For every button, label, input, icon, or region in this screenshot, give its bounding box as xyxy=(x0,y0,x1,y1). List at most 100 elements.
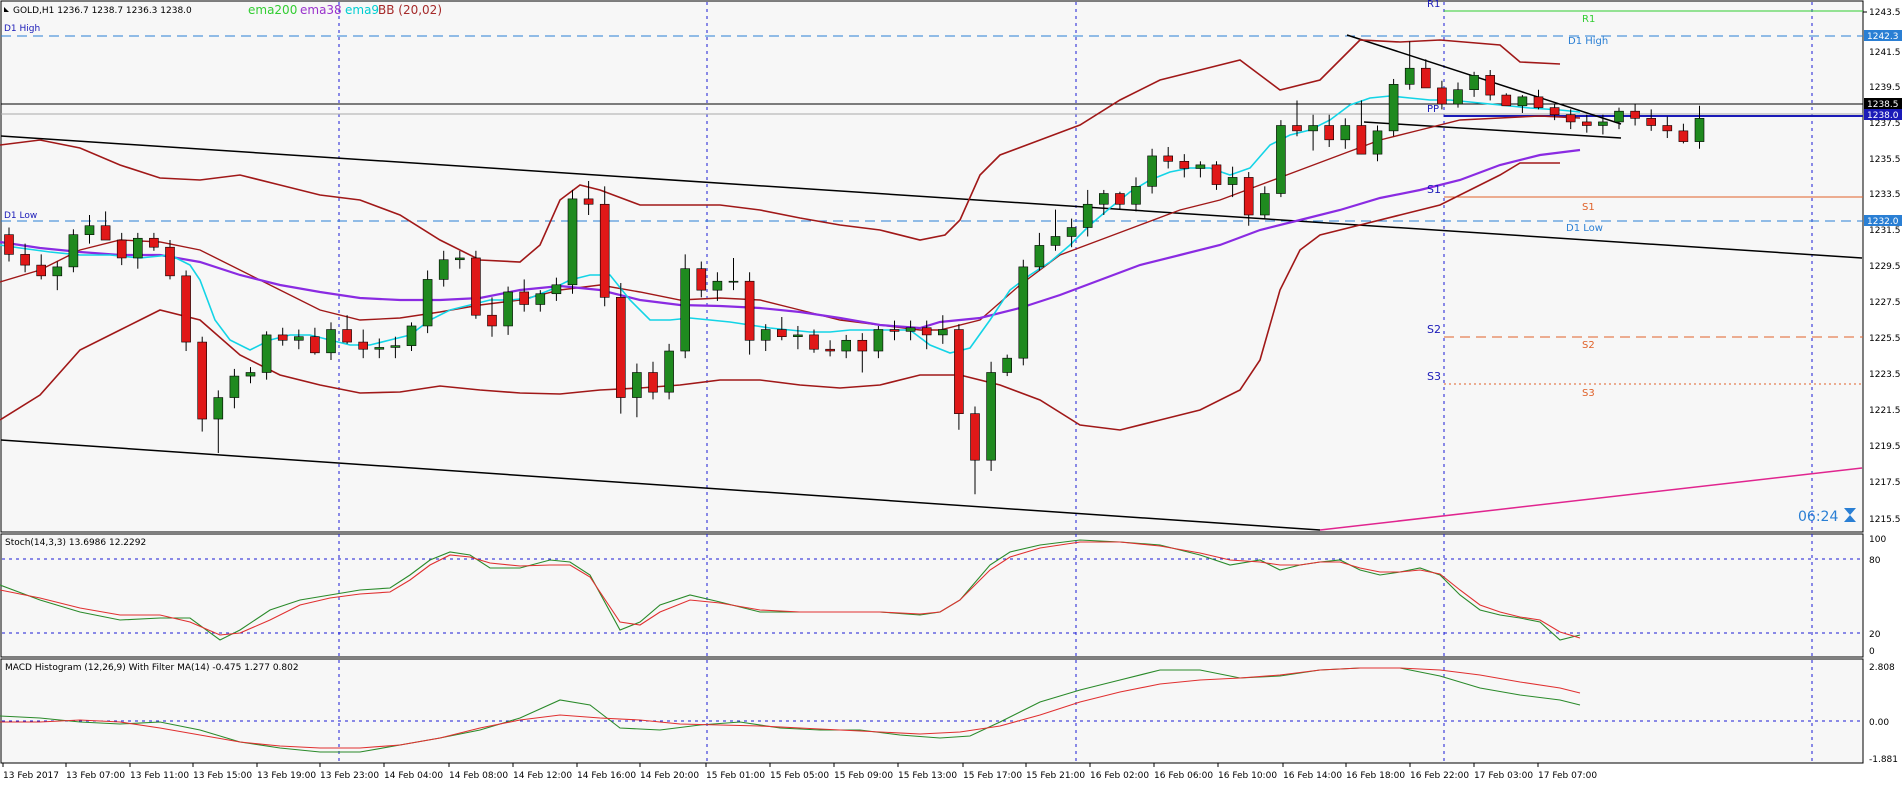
price-tick: 1229.5 xyxy=(1869,262,1901,272)
bull-candle xyxy=(680,268,691,352)
price-tick: 1233.5 xyxy=(1869,190,1901,200)
bear-candle xyxy=(1501,94,1512,107)
bull-candle xyxy=(1066,227,1077,237)
bull-candle xyxy=(793,334,803,337)
macd-axis: 2.808 0.00 -1.881 xyxy=(1869,663,1898,765)
bull-candle xyxy=(1050,236,1061,246)
candles-group xyxy=(4,41,1705,495)
ema200-legend: ema200 xyxy=(248,3,297,17)
macd-pane[interactable] xyxy=(0,658,1864,764)
bull-candle xyxy=(1469,75,1479,91)
bear-candle xyxy=(342,329,352,343)
bull-candle xyxy=(454,257,465,261)
bull-candle xyxy=(390,345,401,348)
s2-label-left: S2 xyxy=(1427,323,1441,336)
bull-candle xyxy=(1034,245,1045,268)
bull-candle xyxy=(1276,125,1286,194)
bull-candle xyxy=(841,339,852,352)
bull-candle xyxy=(632,372,642,398)
bear-candle xyxy=(696,268,707,291)
bear-candle xyxy=(197,341,207,420)
bear-candle xyxy=(1485,75,1495,96)
bull-candle xyxy=(261,334,272,373)
price-tick: 1219.5 xyxy=(1869,442,1901,452)
bb-legend: BB (20,02) xyxy=(378,3,442,17)
bear-candle xyxy=(1211,164,1222,185)
bear-candle xyxy=(921,327,932,336)
time-tick: 14 Feb 20:00 xyxy=(640,771,699,781)
bear-candle xyxy=(615,297,626,398)
d1-low-label-left: D1 Low xyxy=(4,211,37,221)
stoch-pane[interactable] xyxy=(0,533,1864,658)
main-pane[interactable] xyxy=(0,0,1864,533)
bear-candle xyxy=(857,339,868,352)
time-tick: 14 Feb 04:00 xyxy=(384,771,443,781)
bear-candle xyxy=(776,329,787,337)
price-axis: 1243.5 1241.5 1239.5 1237.5 1235.5 1233.… xyxy=(1863,8,1901,525)
time-tick: 16 Feb 06:00 xyxy=(1154,771,1213,781)
svg-text:0.00: 0.00 xyxy=(1869,718,1889,728)
s1-label-right: S1 xyxy=(1582,202,1595,213)
d1-low-label-right: D1 Low xyxy=(1566,223,1603,234)
day-separators xyxy=(338,2,1813,763)
s3-label-left: S3 xyxy=(1427,370,1441,383)
symbol-info: GOLD,H1 1236.7 1238.7 1236.3 1238.0 xyxy=(13,6,192,16)
price-tick: 1241.5 xyxy=(1869,48,1901,58)
price-tick: 1217.5 xyxy=(1869,478,1901,488)
bear-candle xyxy=(1243,177,1254,216)
bull-candle xyxy=(1598,121,1608,126)
bear-candle xyxy=(1115,193,1125,205)
time-tick: 15 Feb 05:00 xyxy=(770,771,829,781)
macd-signal-line xyxy=(0,667,1581,749)
current-price-tag-text: 1238.0 xyxy=(1867,111,1899,121)
bear-candle xyxy=(100,225,111,241)
bull-candle xyxy=(664,350,674,393)
bull-candle xyxy=(374,347,385,350)
time-tick: 13 Feb 2017 xyxy=(3,771,59,781)
bear-candle xyxy=(1630,110,1640,119)
svg-text:20: 20 xyxy=(1869,630,1881,640)
s2-label-right: S2 xyxy=(1582,340,1595,351)
stoch-title: Stoch(14,3,3) 13.6986 12.2292 xyxy=(5,538,146,548)
bear-candle xyxy=(1646,118,1656,126)
bear-candle xyxy=(1678,130,1689,142)
bull-candle xyxy=(1082,203,1093,228)
time-tick: 16 Feb 14:00 xyxy=(1283,771,1342,781)
bear-candle xyxy=(116,239,127,259)
current-high-tag xyxy=(1864,98,1902,109)
bear-candle xyxy=(1356,125,1367,155)
bb-upper xyxy=(0,39,1561,263)
price-tick: 1231.5 xyxy=(1869,226,1901,236)
s3-label-right: S3 xyxy=(1582,388,1595,399)
s1-label-left: S1 xyxy=(1427,183,1441,196)
bull-candle xyxy=(1195,164,1206,169)
time-tick: 15 Feb 01:00 xyxy=(706,771,765,781)
price-tick: 1223.5 xyxy=(1869,370,1901,380)
bull-candle xyxy=(873,329,884,352)
bear-candle xyxy=(36,264,47,277)
ema38-line xyxy=(0,148,1581,330)
d1-low-price-tag-text: 1232.0 xyxy=(1867,217,1899,227)
current-price-tag xyxy=(1864,109,1902,120)
time-tick: 15 Feb 17:00 xyxy=(963,771,1022,781)
bear-candle xyxy=(809,334,819,350)
price-tick: 1235.5 xyxy=(1869,155,1901,165)
bear-candle xyxy=(1324,125,1334,141)
bear-candle xyxy=(277,334,288,341)
r1-label-right: R1 xyxy=(1582,14,1595,25)
time-axis: 13 Feb 2017 13 Feb 07:00 13 Feb 11:00 13 Fe… xyxy=(2,763,1597,781)
hourglass-icon xyxy=(1844,508,1856,522)
bear-candle xyxy=(471,257,481,316)
bull-candle xyxy=(1372,130,1383,155)
time-tick: 14 Feb 12:00 xyxy=(513,771,572,781)
bear-candle xyxy=(310,336,320,354)
bull-candle xyxy=(68,234,79,268)
bull-candle xyxy=(1517,96,1528,107)
symbol-dropdown-icon[interactable] xyxy=(4,7,9,12)
bb-middle xyxy=(0,115,1581,331)
svg-text:0: 0 xyxy=(1869,647,1875,657)
bull-candle xyxy=(712,280,723,291)
price-tick: 1243.5 xyxy=(1869,8,1901,18)
